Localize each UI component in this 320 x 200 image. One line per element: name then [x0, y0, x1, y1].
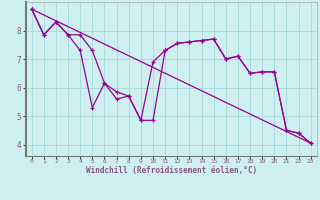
X-axis label: Windchill (Refroidissement éolien,°C): Windchill (Refroidissement éolien,°C) [86, 166, 257, 175]
